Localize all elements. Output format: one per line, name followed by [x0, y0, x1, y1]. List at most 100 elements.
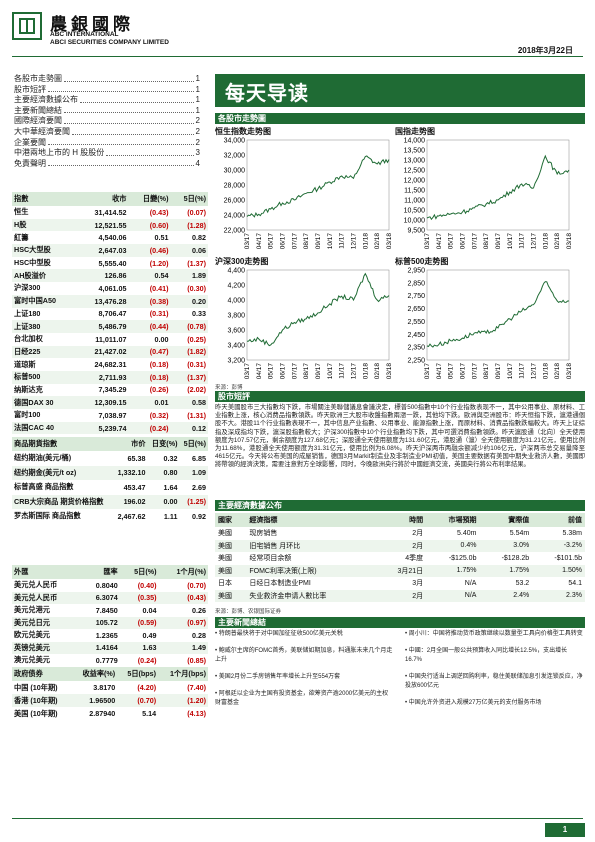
x-tick-label: 09/17: [315, 233, 322, 250]
x-tick-label: 02/18: [374, 233, 381, 250]
toc-item[interactable]: 國際經濟要聞 2: [14, 116, 200, 127]
table-cell: 0.92: [192, 511, 206, 521]
table-cell: 5.38m: [562, 529, 582, 537]
table-cell: 标普500: [12, 370, 78, 384]
toc-leader: [106, 148, 194, 156]
commodities-table: 商品期貨指數 市价 日变(%) 5日(%) 纽约期油(美元/桶) 65.38 0.32 6.8…: [12, 437, 208, 524]
toc-item-page: 2: [195, 126, 200, 136]
table-cell: 0.12: [170, 421, 208, 435]
toc-item[interactable]: 主要新聞總結 1: [14, 106, 200, 117]
table-row: 欧元兑美元 1.2365 0.49 0.28: [12, 629, 208, 642]
y-tick-label: 2,850: [407, 280, 425, 287]
y-tick-label: 11,000: [404, 198, 425, 205]
table-cell: 富时中国A50: [12, 294, 78, 308]
table-cell: (0.35): [119, 591, 159, 604]
table-cell: (0.70): [187, 580, 206, 590]
table-cell: 3.0%: [479, 539, 533, 552]
table-cell: 1.64: [163, 482, 178, 492]
table-cell: 5,239.74: [77, 421, 129, 435]
y-tick-label: 3,600: [227, 328, 245, 335]
toc-item-page: 2: [195, 137, 200, 147]
table-cell: 1.75%: [479, 564, 533, 577]
table-cell: 美元兑人民币: [14, 580, 58, 590]
table-cell: 12,521.55: [77, 218, 129, 232]
table-cell: -$101.5b: [554, 554, 582, 562]
y-tick-label: 26,000: [224, 198, 246, 205]
table-cell: 2,647.03: [77, 244, 129, 257]
table-row: 美元兑人民币 6.3074 (0.35) (0.43): [12, 591, 208, 604]
toc-item[interactable]: 企業要聞 2: [14, 138, 200, 149]
y-tick-label: 34,000: [224, 138, 246, 145]
x-tick-label: 06/17: [460, 233, 467, 250]
toc-leader: [64, 116, 194, 124]
x-tick-label: 05/17: [268, 233, 275, 250]
table-cell: CRB大宗商品 期货价格指數: [12, 494, 113, 509]
x-tick-label: 03/17: [244, 363, 251, 380]
table-cell: 德国DAX 30: [12, 396, 78, 409]
column-header: 收市: [77, 192, 129, 206]
table-cell: N/A: [426, 589, 480, 602]
news-item: • 中國：2月全国一般公共预算收入同比增长12.5%，支出增长16.7%: [405, 648, 568, 663]
table-cell: 1.50%: [532, 564, 585, 577]
toc-item[interactable]: 股市短評 1: [14, 85, 200, 96]
table-cell: 126.86: [77, 269, 129, 283]
toc-item[interactable]: 主要經濟數據公布 1: [14, 95, 200, 106]
table-cell: (0.60): [128, 218, 171, 232]
y-tick-label: 30,000: [224, 168, 246, 175]
table-cell: 美元兑日元: [12, 616, 82, 629]
chart-title: 恒生指数走势图: [215, 127, 271, 136]
econ-source: 来源：彭博、农银国际证券: [215, 609, 282, 615]
brand-name-cn: 農銀國際: [50, 15, 134, 35]
toc-item[interactable]: 中港兩地上市的 H 股股份 3: [14, 148, 200, 159]
table-cell: 4,061.05: [98, 283, 127, 293]
table-cell: 旧宅销售 月环比: [246, 539, 377, 552]
toc-item[interactable]: 各股市走勢圖 1: [14, 74, 200, 85]
toc-item[interactable]: 大中華經濟要聞 2: [14, 127, 200, 138]
column-header: 時間: [376, 513, 427, 527]
table-cell: (1.25): [179, 494, 208, 509]
y-tick-label: 2,750: [407, 293, 425, 300]
header-divider: [12, 56, 583, 57]
table-cell: (1.37): [187, 258, 206, 268]
table-cell: HSC大型股: [12, 244, 78, 257]
y-tick-label: 4,000: [227, 298, 245, 305]
table-cell: 上证180: [14, 308, 41, 318]
table-cell: (2.02): [187, 385, 206, 395]
x-tick-label: 01/18: [362, 233, 369, 250]
toc-item[interactable]: 免責聲明 4: [14, 159, 200, 170]
table-cell: (0.25): [187, 334, 206, 344]
x-tick-label: 04/17: [256, 363, 263, 380]
table-cell: 105.72: [81, 616, 120, 629]
x-tick-label: 12/17: [351, 363, 358, 380]
table-cell: (1.28): [170, 218, 208, 232]
table-cell: 53.2: [515, 579, 530, 587]
y-tick-label: 10,000: [404, 218, 426, 225]
table-cell: 日经225: [12, 345, 78, 359]
series-line: [426, 281, 570, 348]
y-tick-label: 2,350: [407, 345, 425, 352]
series-line: [246, 272, 390, 347]
toc-item-page: 2: [195, 116, 200, 126]
toc-item-label: 各股市走勢圖: [14, 74, 62, 83]
y-tick-label: 28,000: [224, 183, 246, 190]
table-cell: 失业救济金申请人數比率: [246, 589, 377, 602]
x-tick-label: 02/18: [554, 233, 561, 250]
table-row: 标普500 2,711.93 (0.18) (1.37): [12, 370, 208, 384]
table-cell: 7.8450: [95, 605, 118, 615]
x-tick-label: 03/17: [424, 363, 431, 380]
table-cell: 道琼斯: [14, 359, 36, 369]
toc-item-label: 企業要聞: [14, 137, 46, 147]
x-tick-label: 05/17: [448, 363, 455, 380]
table-cell: (0.85): [187, 655, 206, 665]
table-row: 纽约期油(美元/桶) 65.38 0.32 6.85: [12, 451, 208, 466]
table-cell: 中国 (10年期): [14, 682, 58, 692]
table-cell: (0.26): [149, 385, 169, 395]
table-cell: 2月: [376, 539, 427, 552]
x-tick-label: 11/17: [519, 233, 526, 249]
table-cell: 0.54: [128, 269, 171, 283]
table-cell: (0.18): [149, 360, 169, 370]
table-cell: (0.31): [187, 360, 206, 370]
table-cell: (0.38): [128, 294, 171, 308]
table-cell: (0.47): [128, 345, 171, 359]
table-cell: -$128.2b: [501, 554, 530, 562]
